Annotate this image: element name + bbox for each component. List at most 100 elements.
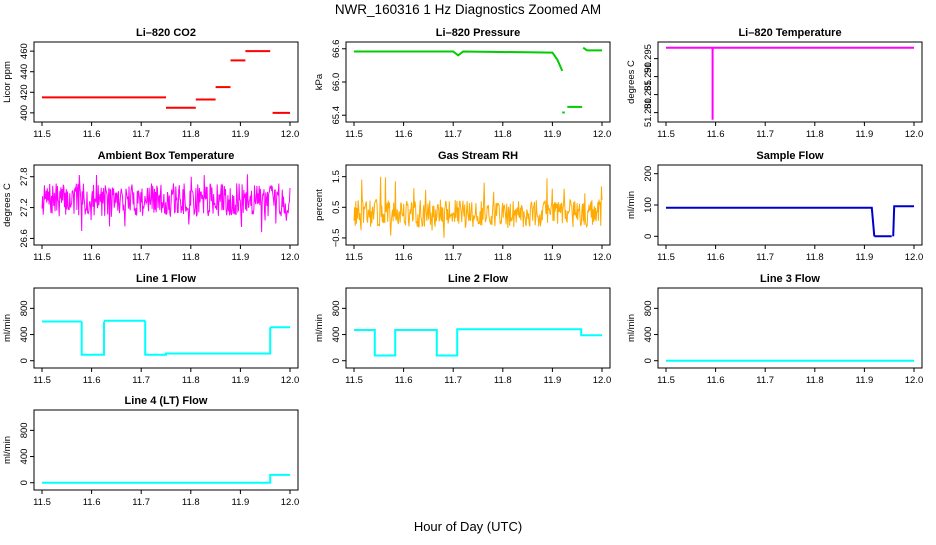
series-line <box>42 473 290 484</box>
x-tick-label: 11.6 <box>707 252 725 263</box>
x-tick-label: 11.7 <box>444 129 462 140</box>
x-tick-label: 11.7 <box>756 375 774 386</box>
series-line <box>41 174 291 233</box>
x-tick-label: 12.0 <box>593 375 612 386</box>
y-axis-label: degrees C <box>2 183 13 227</box>
plot-frame <box>33 409 299 491</box>
y-axis-label: ml/min <box>314 314 325 342</box>
y-tick-label: 400 <box>19 327 30 343</box>
x-tick-label: 11.6 <box>395 252 413 263</box>
x-tick-label: 11.9 <box>544 252 562 263</box>
x-tick-label: 11.8 <box>182 252 200 263</box>
y-tick-label: 800 <box>19 300 30 316</box>
x-tick-label: 11.7 <box>444 252 462 263</box>
x-tick-label: 12.0 <box>593 129 612 140</box>
y-tick-label: 0 <box>643 234 654 239</box>
series-line <box>144 320 272 356</box>
y-tick-label: 400 <box>331 327 342 343</box>
x-tick-label: 11.8 <box>494 252 512 263</box>
y-axis-label: percent <box>314 189 325 221</box>
series-line <box>666 206 876 237</box>
series-line <box>353 176 603 238</box>
y-tick-label: 51.280 <box>643 98 654 127</box>
chart-title: Line 1 Flow <box>136 273 196 285</box>
y-tick-label: 800 <box>643 300 654 316</box>
y-tick-label: 200 <box>643 166 654 182</box>
y-tick-label: 400 <box>19 449 30 465</box>
x-tick-label: 11.5 <box>657 129 675 140</box>
y-tick-label: 51.295 <box>643 44 654 73</box>
chart-title: Li–820 Pressure <box>436 27 520 39</box>
plot-frame <box>657 41 923 123</box>
x-tick-label: 12.0 <box>281 252 300 263</box>
x-tick-label: 11.8 <box>494 375 512 386</box>
chart-title: Sample Flow <box>756 150 824 162</box>
figure-title: NWR_160316 1 Hz Diagnostics Zoomed AM <box>335 2 601 17</box>
x-tick-label: 12.0 <box>593 252 612 263</box>
x-tick-label: 11.8 <box>182 129 200 140</box>
x-tick-label: 11.8 <box>806 252 824 263</box>
x-tick-label: 11.8 <box>806 129 824 140</box>
x-tick-label: 11.7 <box>132 497 150 508</box>
chart-title: Line 4 (LT) Flow <box>125 395 208 407</box>
x-tick-label: 12.0 <box>281 497 300 508</box>
x-tick-label: 11.8 <box>806 375 824 386</box>
chart-title: Ambient Box Temperature <box>98 150 235 162</box>
x-tick-label: 11.5 <box>33 129 51 140</box>
y-tick-label: −0.5 <box>331 229 342 248</box>
y-tick-label: 66.0 <box>331 73 342 92</box>
x-tick-label: 11.6 <box>83 252 101 263</box>
y-axis-label: Licor ppm <box>2 61 13 103</box>
y-tick-label: 420 <box>19 84 30 100</box>
y-axis-label: ml/min <box>2 314 13 342</box>
chart-pressure: Li–820 Pressure kPa 65.4 66.0 66.6 11.5 11.6 11… <box>314 27 611 140</box>
series-line <box>354 50 564 72</box>
y-tick-label: 100 <box>643 197 654 213</box>
x-tick-label: 11.6 <box>395 129 413 140</box>
x-tick-label: 11.7 <box>132 252 150 263</box>
y-tick-label: 26.6 <box>19 229 30 248</box>
chart-line3: Line 3 Flow ml/min 0 400 800 11.5 11.6 11.7 11.8… <box>626 273 923 386</box>
x-tick-label: 11.9 <box>856 375 874 386</box>
y-tick-label: 460 <box>19 43 30 59</box>
x-tick-label: 11.6 <box>83 497 101 508</box>
x-tick-label: 11.5 <box>657 375 675 386</box>
x-tick-label: 11.8 <box>182 497 200 508</box>
y-tick-label: 400 <box>19 105 30 121</box>
chart-sample_flow: Sample Flow ml/min 0 100 200 11.5 11.6 11.7 11.8… <box>626 150 923 263</box>
y-tick-label: 66.6 <box>331 40 342 59</box>
series-line <box>80 321 105 356</box>
chart-title: Gas Stream RH <box>438 150 518 162</box>
plot-frame <box>33 287 299 369</box>
y-tick-label: 27.2 <box>19 198 30 217</box>
chart-line1: Line 1 Flow ml/min 0 400 800 11.5 11.6 11.7 11.8… <box>2 273 299 386</box>
y-tick-label: 51.285 <box>643 80 654 109</box>
x-tick-label: 12.0 <box>905 375 924 386</box>
y-axis-label: kPa <box>314 73 325 90</box>
plot-frame <box>657 287 923 369</box>
y-tick-label: 27.8 <box>19 167 30 186</box>
plot-frame <box>33 164 299 246</box>
chart-title: Li–820 CO2 <box>136 27 196 39</box>
x-tick-label: 11.8 <box>494 129 512 140</box>
y-axis-label: ml/min <box>626 314 637 342</box>
y-tick-label: 0 <box>331 358 342 363</box>
plot-frame <box>345 41 611 123</box>
x-tick-label: 11.9 <box>232 375 250 386</box>
x-tick-label: 11.5 <box>345 252 363 263</box>
x-tick-label: 11.9 <box>544 375 562 386</box>
plot-frame <box>657 164 923 246</box>
chart-co2: Li–820 CO2 Licor ppm 400 420 440 460 11.5 11.6 1… <box>2 27 299 140</box>
y-tick-label: 800 <box>331 300 342 316</box>
plot-frame <box>345 164 611 246</box>
x-tick-label: 11.6 <box>707 129 725 140</box>
chart-ambient: Ambient Box Temperature degrees C 26.6 27.2… <box>2 150 299 263</box>
x-tick-label: 12.0 <box>281 129 300 140</box>
y-tick-label: 400 <box>643 327 654 343</box>
x-tick-label: 11.6 <box>395 375 413 386</box>
x-tick-label: 11.5 <box>345 375 363 386</box>
plot-frame <box>33 41 299 123</box>
